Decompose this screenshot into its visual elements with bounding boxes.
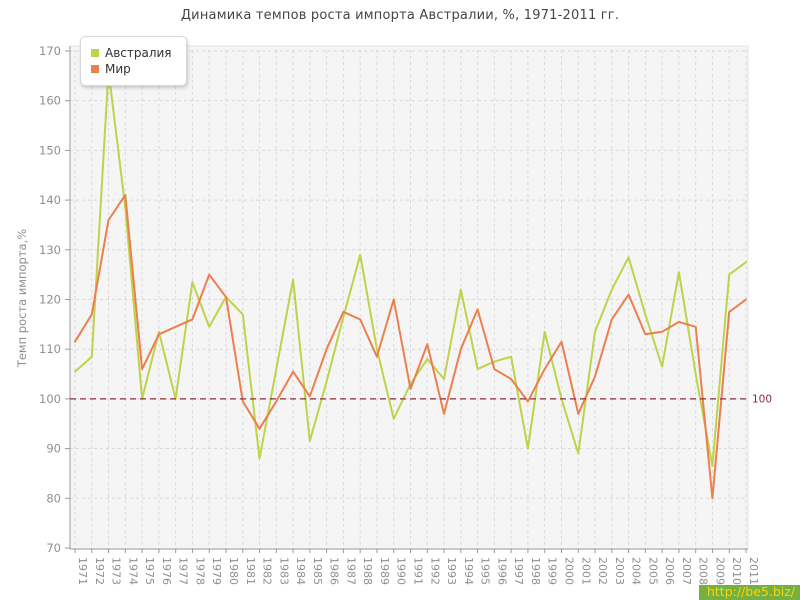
legend-swatch-australia-icon [91,49,99,57]
x-tick-label: 2000 [562,557,575,585]
x-tick-label: 1990 [395,557,408,585]
y-tick-label: 100 [39,392,61,406]
x-tick-label: 1980 [227,557,240,585]
x-tick-label: 1973 [110,557,123,585]
x-tick-label: 2004 [630,557,643,585]
legend-label-world: Мир [105,62,131,76]
x-tick-label: 1975 [143,557,156,585]
y-tick-label: 90 [46,442,61,456]
x-tick-label: 1972 [93,557,106,585]
legend-label-australia: Австралия [105,46,172,60]
x-tick-label: 1976 [160,557,173,585]
x-tick-label: 2002 [596,557,609,585]
x-tick-label: 1971 [76,557,89,585]
x-tick-label: 1989 [378,557,391,585]
x-tick-label: 1983 [277,557,290,585]
x-tick-label: 1981 [244,557,257,585]
y-tick-label: 110 [39,342,61,356]
x-tick-label: 1998 [529,557,542,585]
x-tick-label: 2011 [747,557,760,585]
x-tick-label: 1993 [445,557,458,585]
x-tick-label: 2010 [730,557,743,585]
x-tick-label: 1994 [462,557,475,585]
x-tick-label: 2003 [613,557,626,585]
x-tick-label: 1997 [512,557,525,585]
legend-item-australia[interactable]: Австралия [91,46,172,60]
x-tick-label: 1999 [546,557,559,585]
x-tick-label: 2006 [663,557,676,585]
legend-item-world[interactable]: Мир [91,62,172,76]
x-tick-label: 2007 [680,557,693,585]
y-tick-label: 130 [39,243,61,257]
plot-area [69,45,749,550]
x-tick-label: 1985 [311,557,324,585]
x-tick-label: 1984 [294,557,307,585]
x-tick-label: 2005 [646,557,659,585]
x-tick-label: 1982 [261,557,274,585]
y-tick-label: 120 [39,293,61,307]
y-tick-label: 80 [46,491,61,505]
y-axis-title: Темп роста импорта,% [15,229,29,368]
legend-swatch-world-icon [91,65,99,73]
series-line-world[interactable] [74,194,747,500]
y-tick-label: 140 [39,193,61,207]
y-tick-label: 170 [39,44,61,58]
reference-line-label: 100 [752,393,772,405]
x-tick-label: 1996 [495,557,508,585]
y-tick-label: 160 [39,94,61,108]
x-tick-label: 1974 [126,557,139,585]
x-tick-label: 2001 [579,557,592,585]
x-tick-label: 1979 [210,557,223,585]
x-tick-label: 1987 [344,557,357,585]
chart-title: Динамика темпов роста импорта Австралии,… [180,8,620,23]
x-tick-label: 1988 [361,557,374,585]
x-tick-label: 1978 [193,557,206,585]
x-tick-label: 1986 [328,557,341,585]
x-tick-label: 1992 [428,557,441,585]
x-tick-label: 1991 [412,557,425,585]
x-tick-label: 1977 [177,557,190,585]
y-tick-label: 150 [39,143,61,157]
watermark-link[interactable]: http://be5.biz/ [698,585,800,600]
x-tick-label: 1995 [479,557,492,585]
x-tick-label: 2009 [713,557,726,585]
x-tick-label: 2008 [697,557,710,585]
legend-box: Австралия Мир [80,36,187,86]
y-tick-label: 70 [46,541,61,555]
